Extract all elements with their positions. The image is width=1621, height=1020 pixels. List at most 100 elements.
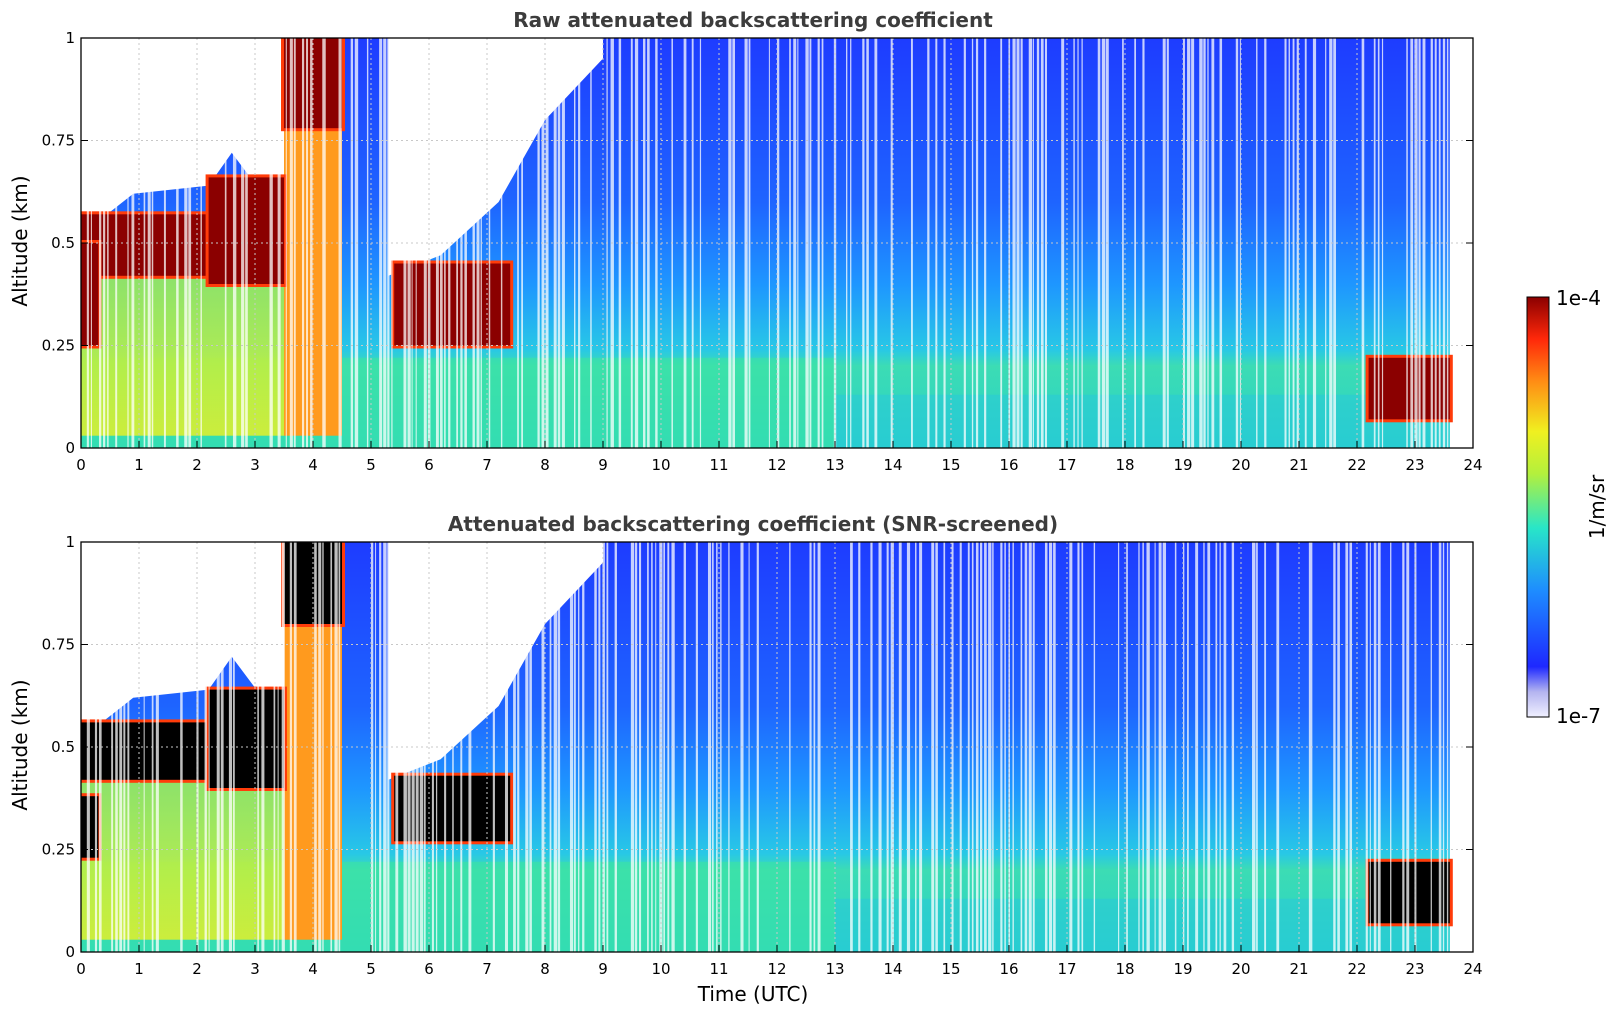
colorbar-min-label: 1e-7 <box>1556 704 1601 728</box>
top-x-tick-label: 5 <box>366 456 376 474</box>
bottom-data-gap <box>387 542 390 952</box>
bottom-data-gap <box>638 542 642 952</box>
bottom-data-gap <box>988 542 992 952</box>
top-x-tick-label: 12 <box>767 456 786 474</box>
bottom-data-gap <box>98 542 102 952</box>
bottom-data-gap <box>1077 542 1080 952</box>
bottom-data-gap <box>1142 542 1144 952</box>
bottom-data-gap <box>906 542 911 952</box>
top-x-tick-label: 6 <box>424 456 434 474</box>
top-x-tick-label: 4 <box>308 456 318 474</box>
bottom-data-gap <box>671 542 675 952</box>
bottom-data-gap <box>281 542 285 952</box>
top-data-gap <box>1142 38 1145 448</box>
bottom-x-tick-label: 18 <box>1115 960 1134 978</box>
top-data-gap <box>1304 38 1307 448</box>
top-data-gap <box>553 38 557 448</box>
top-data-gap <box>322 38 326 448</box>
top-data-gap <box>574 38 576 448</box>
bottom-data-gap <box>667 542 670 952</box>
colorbar-unit-label: 1/m/sr <box>1585 474 1609 539</box>
bottom-data-gap <box>1402 542 1405 952</box>
bottom-data-gap <box>228 542 233 952</box>
bottom-data-gap <box>517 542 520 952</box>
top-data-gap <box>1199 38 1203 448</box>
bottom-data-gap <box>208 542 210 952</box>
top-data-gap <box>163 38 166 448</box>
top-high-layer-2 <box>81 243 99 346</box>
bottom-data-gap <box>1138 542 1140 952</box>
bottom-x-tick-label: 2 <box>192 960 202 978</box>
bottom-data-gap <box>411 542 415 952</box>
bottom-data-gap <box>513 542 516 952</box>
bottom-high-layer-0 <box>81 722 209 780</box>
top-plot: 0 1 2 3 4 5 6 7 8 9 10 11 12 13 14 15 16 17 18 19 20 21 22 23 24… <box>42 29 1483 474</box>
bottom-data-gap <box>789 542 791 952</box>
bottom-data-gap <box>1012 542 1014 952</box>
bottom-data-gap <box>1438 542 1442 952</box>
top-data-gap <box>184 38 188 448</box>
bottom-data-gap <box>1333 542 1336 952</box>
top-data-gap <box>561 38 565 448</box>
x-axis-label: Time (UTC) <box>697 982 809 1006</box>
bottom-data-gap <box>582 542 585 952</box>
bottom-data-gap <box>289 542 293 952</box>
top-data-gap <box>850 38 852 448</box>
top-plot-frame <box>80 37 1474 449</box>
top-plot-title: Raw attenuated backscattering coefficien… <box>513 8 993 32</box>
top-data-gap <box>232 38 237 448</box>
bottom-no-signal-area-2 <box>388 542 603 780</box>
bottom-data-gap <box>1308 542 1313 952</box>
top-data-gap <box>1203 38 1206 448</box>
bottom-data-gap <box>232 542 235 952</box>
top-data-gap <box>1264 38 1267 448</box>
top-x-tick-label: 22 <box>1347 456 1366 474</box>
top-data-gap <box>1442 38 1446 448</box>
top-data-gap <box>1288 38 1290 448</box>
top-heatmap <box>81 38 1453 448</box>
top-data-gap <box>1377 38 1380 448</box>
top-data-gap <box>1077 38 1079 448</box>
bottom-data-gap <box>403 542 407 952</box>
bottom-x-tick-label: 9 <box>598 960 608 978</box>
top-x-tick-label: 9 <box>598 456 608 474</box>
bottom-x-tick-label: 20 <box>1231 960 1250 978</box>
bottom-data-gap <box>1349 542 1353 952</box>
top-data-gap <box>1329 38 1333 448</box>
top-data-gap <box>1028 38 1033 448</box>
bottom-data-gap <box>915 542 917 952</box>
bottom-data-gap <box>277 542 279 952</box>
top-x-tick-label: 19 <box>1173 456 1192 474</box>
top-data-gap <box>476 38 480 448</box>
bottom-data-gap <box>257 542 259 952</box>
bottom-y-tick-label: 0.5 <box>51 738 75 756</box>
bottom-data-gap <box>858 542 861 952</box>
top-data-gap <box>862 38 865 448</box>
bottom-data-gap <box>1174 542 1177 952</box>
bottom-data-gap <box>423 542 426 952</box>
bottom-data-gap <box>1146 542 1150 952</box>
top-data-gap <box>444 38 446 448</box>
bottom-data-gap <box>967 542 970 952</box>
top-data-gap <box>768 38 770 448</box>
top-data-gap <box>293 38 296 448</box>
top-data-gap <box>224 38 227 448</box>
top-data-gap <box>748 38 751 448</box>
bottom-x-tick-label: 23 <box>1405 960 1424 978</box>
bottom-data-gap <box>204 542 207 952</box>
bottom-data-gap <box>817 542 821 952</box>
bottom-data-gap <box>720 542 722 952</box>
top-data-gap <box>277 38 281 448</box>
top-data-gap <box>338 38 342 448</box>
bottom-x-tick-label: 11 <box>709 960 728 978</box>
top-data-gap <box>777 38 780 448</box>
bottom-data-gap <box>1390 542 1392 952</box>
bottom-data-gap <box>553 542 558 952</box>
top-x-tick-label: 24 <box>1463 456 1482 474</box>
top-data-gap <box>1097 38 1101 448</box>
bottom-data-gap <box>1377 542 1381 952</box>
bottom-data-gap <box>119 542 123 952</box>
top-data-gap <box>728 38 732 448</box>
top-data-gap <box>1312 38 1317 448</box>
top-data-gap <box>387 38 390 448</box>
